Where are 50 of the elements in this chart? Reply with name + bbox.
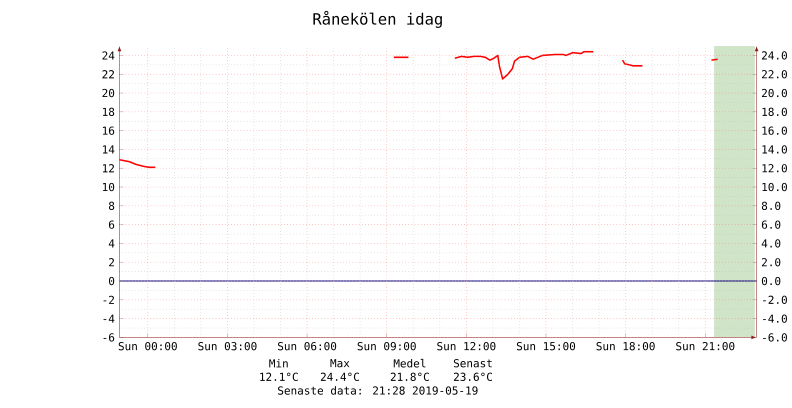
y-tick-label: -6 bbox=[104, 333, 114, 342]
y2-tick-label: 8.0 bbox=[762, 202, 780, 210]
text: Senaste data: 21:28 2019-05-19 bbox=[278, 386, 478, 395]
y2-tick-label: 20.0 bbox=[762, 88, 787, 98]
y-tick-label: 18 bbox=[102, 108, 114, 116]
y2-tick-label: 12.0 bbox=[762, 164, 787, 172]
text: 23.6°C bbox=[454, 372, 492, 382]
x-tick-label: Sun 06:00 bbox=[278, 342, 336, 350]
y2-tick-label: 16.0 bbox=[762, 126, 787, 135]
y-tick-label: -2 bbox=[104, 296, 114, 304]
y2-tick-label: 10.0 bbox=[762, 182, 787, 192]
y-tick-label: 16 bbox=[102, 126, 114, 135]
y2-tick-label: 14.0 bbox=[762, 145, 787, 154]
y-tick-label: 0 bbox=[108, 276, 114, 286]
text: Min bbox=[269, 359, 288, 368]
y-tick-label: 10 bbox=[102, 182, 114, 192]
text: 21.8°C bbox=[390, 372, 429, 382]
y-tick-label: 20 bbox=[102, 88, 114, 98]
x-tick-label: Sun 18:00 bbox=[596, 342, 655, 350]
y2-tick-label: 2.0 bbox=[762, 258, 780, 266]
y-tick-label: 6 bbox=[108, 220, 114, 229]
y2-tick-label: 6.0 bbox=[762, 220, 780, 229]
y-tick-label: 22 bbox=[102, 70, 114, 78]
y2-tick-label: -2.0 bbox=[763, 296, 787, 304]
chart-title: Rånekölen idag bbox=[313, 10, 442, 28]
y2-tick-label: 0.0 bbox=[762, 276, 780, 286]
text: Medel bbox=[394, 358, 426, 368]
y2-tick-label: 24.0 bbox=[762, 51, 787, 60]
text: Max bbox=[330, 359, 350, 368]
y2-tick-label: -4.0 bbox=[763, 314, 787, 323]
x-tick-label: Sun 12:00 bbox=[437, 342, 496, 350]
y-tick-label: 2 bbox=[109, 258, 114, 266]
y2-tick-label: 18.0 bbox=[762, 108, 787, 116]
x-tick-label: Sun 09:00 bbox=[358, 342, 416, 350]
y-tick-label: 12 bbox=[102, 164, 114, 172]
text: 12.1°C bbox=[260, 372, 298, 382]
text: Senast bbox=[454, 359, 492, 368]
x-tick-label: Sun 03:00 bbox=[198, 342, 257, 350]
y2-tick-label: 4.0 bbox=[762, 239, 780, 248]
text: 24.4°C bbox=[320, 372, 359, 382]
y-tick-label: -4 bbox=[104, 314, 114, 323]
y-tick-label: 14 bbox=[102, 145, 114, 154]
y-tick-label: 24 bbox=[102, 51, 114, 60]
y-tick-label: 8 bbox=[108, 202, 114, 210]
y2-tick-label: -6.0 bbox=[763, 333, 787, 342]
x-tick-label: Sun 15:00 bbox=[516, 342, 576, 350]
x-tick-label: Sun 21:00 bbox=[676, 342, 734, 350]
x-tick-label: Sun 00:00 bbox=[118, 342, 177, 350]
y2-tick-label: 22.0 bbox=[762, 70, 787, 78]
y-tick-label: 4 bbox=[108, 239, 114, 248]
